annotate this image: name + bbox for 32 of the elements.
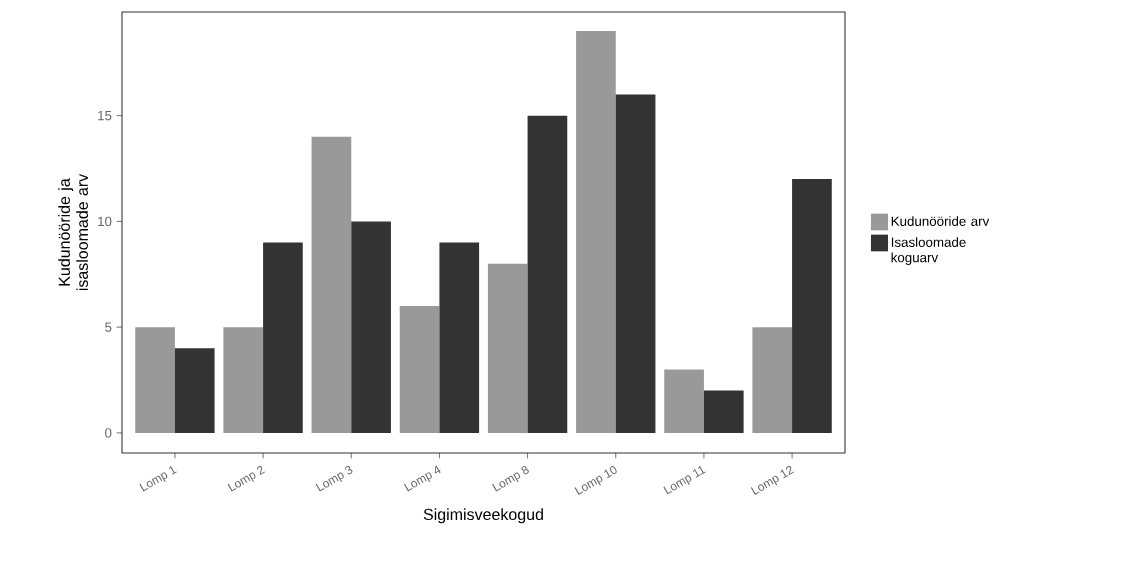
x-tick-label: Lomp 8 <box>492 465 529 492</box>
x-tick-label: Lomp 12 <box>750 465 795 495</box>
bar <box>752 327 793 433</box>
x-tick-label: Lomp 11 <box>663 466 706 495</box>
x-tick-label: Lomp 1 <box>139 466 177 492</box>
y-axis-title: Kudunööride ja isasloomade arv <box>58 173 88 291</box>
bar <box>311 136 352 433</box>
x-tick-label: Lomp 4 <box>403 465 441 492</box>
bar <box>615 94 656 433</box>
x-tick-label: Lomp 10 <box>574 466 617 495</box>
legend-label: Isasloomade koguarv <box>891 237 966 265</box>
bar <box>664 369 704 433</box>
bar <box>439 242 480 433</box>
y-tick-label: 10 <box>98 216 112 227</box>
bar <box>223 327 264 433</box>
bar <box>174 348 215 433</box>
x-axis-title: Sigimisveekogud <box>423 508 543 524</box>
bar <box>703 390 744 433</box>
y-tick-label: 5 <box>105 322 112 332</box>
bar <box>527 115 568 433</box>
bar <box>792 179 832 433</box>
bar <box>487 263 528 433</box>
bar <box>399 305 440 433</box>
bar <box>576 31 616 433</box>
bar <box>135 327 175 433</box>
x-tick-label: Lomp 3 <box>315 465 353 492</box>
y-tick-label: 0 <box>105 428 112 438</box>
legend-label: Kudunööride arv <box>891 216 990 226</box>
y-tick-label: 15 <box>98 110 112 121</box>
x-tick-label: Lomp 2 <box>227 465 265 492</box>
bar <box>351 221 391 433</box>
bar <box>263 242 303 433</box>
